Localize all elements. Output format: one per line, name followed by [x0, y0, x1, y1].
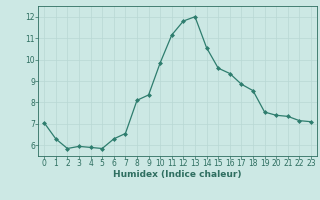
X-axis label: Humidex (Indice chaleur): Humidex (Indice chaleur)	[113, 170, 242, 179]
